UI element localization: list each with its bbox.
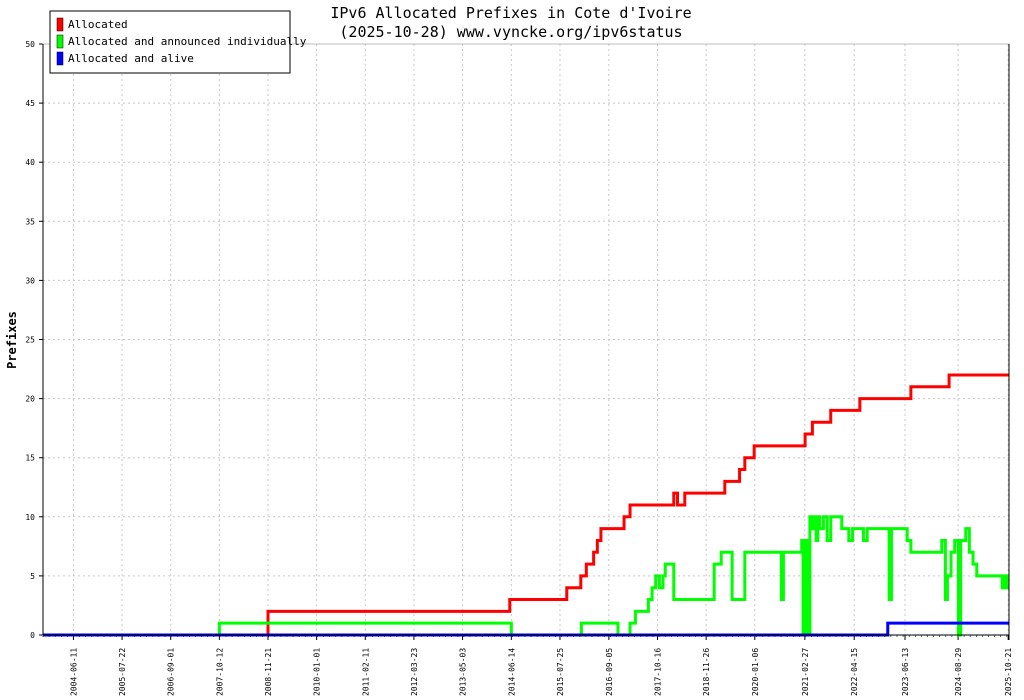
y-tick-label: 45 — [25, 99, 35, 108]
legend-swatch-1 — [56, 17, 64, 32]
legend-box — [49, 10, 291, 74]
x-tick-label: 2025-10-21 — [1004, 648, 1013, 696]
y-tick-label: 10 — [25, 513, 35, 522]
y-tick-label: 25 — [25, 336, 35, 345]
chart-subtitle: (2025-10-28) www.vyncke.org/ipv6status — [339, 23, 682, 41]
legend-swatch-3 — [56, 51, 64, 66]
y-tick-label: 40 — [25, 158, 35, 167]
series-line-2 — [43, 515, 1009, 637]
x-tick-label: 2015-07-25 — [556, 648, 565, 696]
y-axis-ticks: 0 5 10 15 20 25 30 35 40 45 50 — [25, 40, 43, 640]
x-tick-label: 2007-10-12 — [215, 648, 224, 696]
legend-label-2: Allocated and announced individually — [68, 35, 307, 48]
chart-title: IPv6 Allocated Prefixes in Cote d'Ivoire — [330, 4, 691, 22]
y-tick-label: 35 — [25, 217, 35, 226]
y-tick-label: 20 — [25, 395, 35, 404]
x-tick-label: 2005-07-22 — [118, 648, 127, 696]
x-tick-label: 2011-02-11 — [361, 648, 370, 696]
x-tick-label: 2021-02-27 — [801, 648, 810, 696]
y-tick-label: 30 — [25, 276, 35, 285]
x-tick-label: 2012-03-23 — [410, 648, 419, 696]
x-tick-label: 2023-06-13 — [901, 648, 910, 696]
grid — [43, 43, 1009, 635]
x-tick-label: 2020-01-06 — [751, 648, 760, 696]
y-tick-label: 0 — [30, 631, 35, 640]
y-tick-label: 15 — [25, 454, 35, 463]
x-tick-label: 2024-08-29 — [954, 648, 963, 696]
x-tick-label: 2006-09-01 — [167, 648, 176, 696]
y-axis-label: Prefixes — [5, 311, 19, 369]
x-tick-label: 2008-11-21 — [264, 648, 273, 696]
x-axis-ticks: 2004-06-11 2005-07-22 2006-09-01 2007-10-12… — [42, 635, 1013, 696]
x-tick-label: 2010-01-01 — [313, 648, 322, 696]
legend: Allocated Allocated and announced individ… — [49, 10, 307, 74]
x-tick-label: 2017-10-16 — [653, 648, 662, 696]
legend-label-1: Allocated — [68, 18, 128, 31]
x-tick-label: 2022-04-15 — [850, 648, 859, 696]
x-tick-label: 2014-06-14 — [507, 648, 516, 696]
legend-swatch-2 — [56, 34, 64, 49]
series-line-1 — [43, 373, 1009, 637]
x-tick-label: 2018-11-26 — [702, 648, 711, 696]
y-tick-label: 50 — [25, 40, 35, 49]
y-tick-label: 5 — [30, 572, 35, 581]
x-tick-label: 2013-05-03 — [459, 648, 468, 696]
x-tick-label: 2004-06-11 — [69, 648, 78, 696]
x-tick-label: 2016-09-05 — [605, 648, 614, 696]
legend-label-3: Allocated and alive — [68, 52, 194, 65]
